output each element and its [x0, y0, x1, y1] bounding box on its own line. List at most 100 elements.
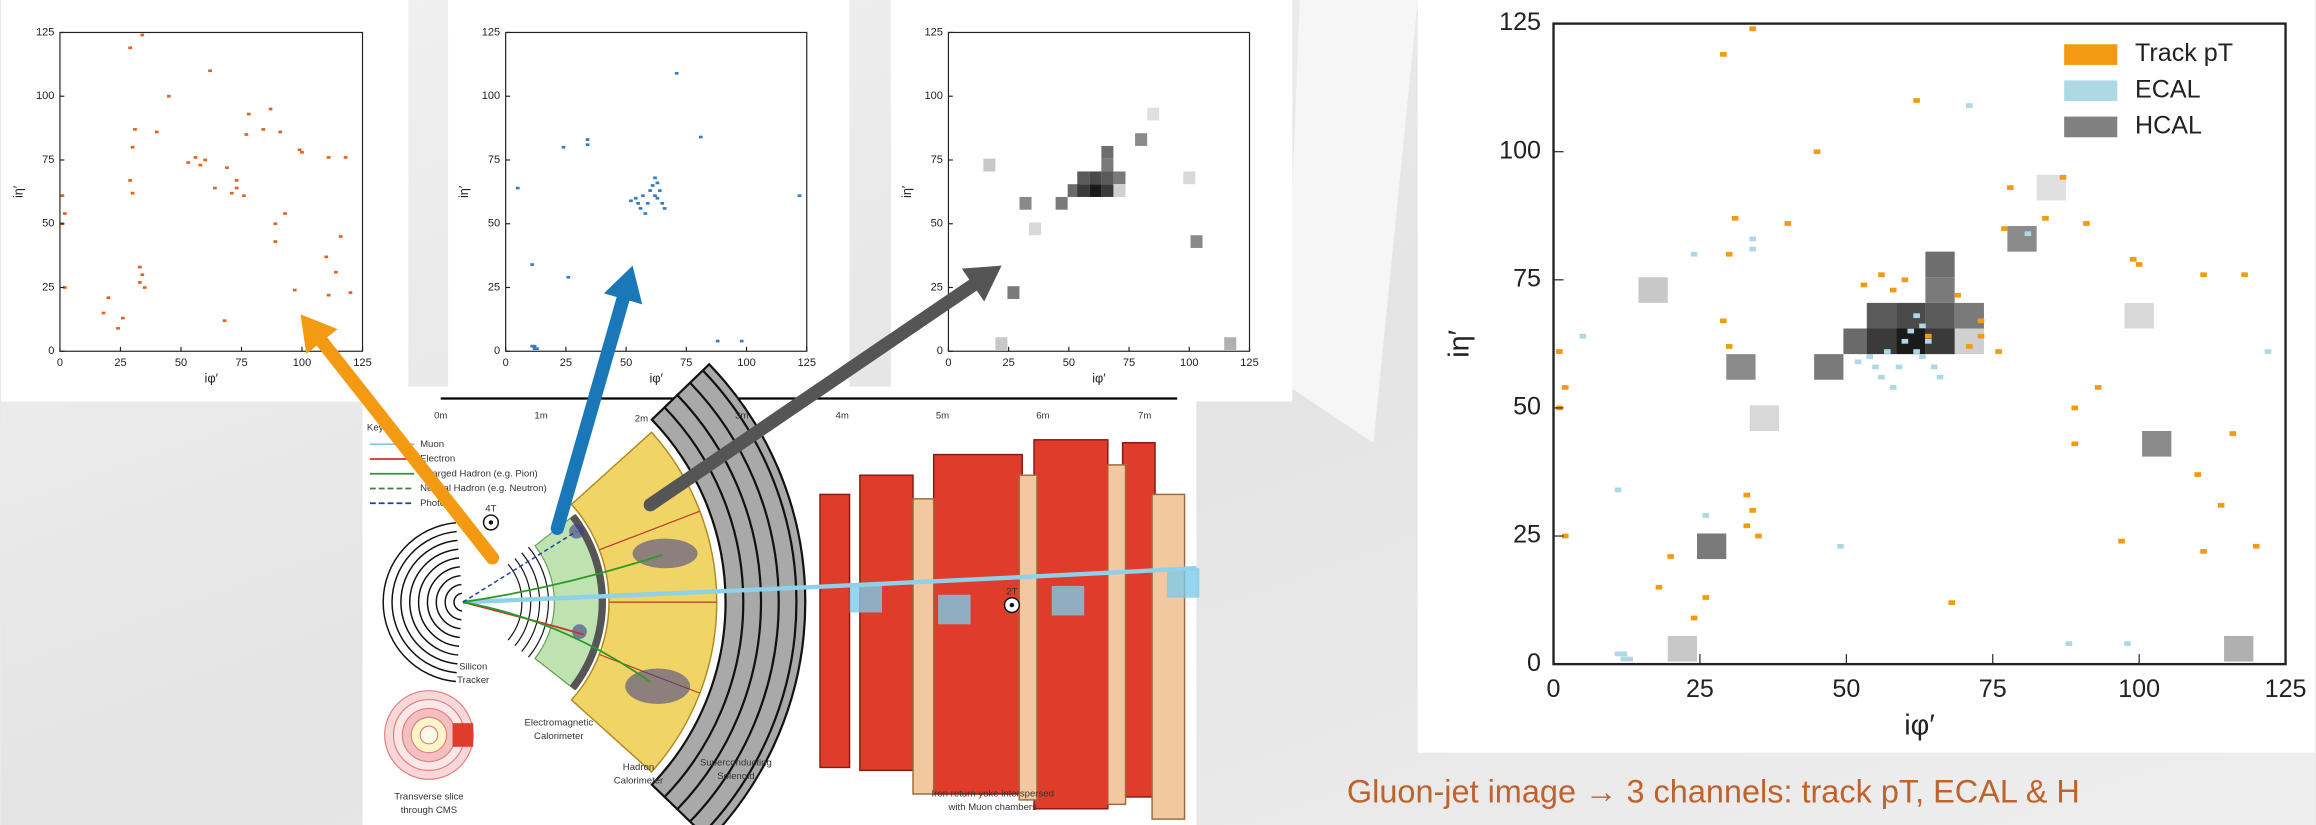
muon-chamber	[1152, 494, 1184, 819]
point	[1749, 508, 1756, 513]
point	[344, 156, 348, 159]
x-tick-label: 50	[1832, 675, 1860, 703]
point	[327, 294, 331, 297]
point	[235, 179, 239, 182]
point	[1620, 652, 1627, 657]
hcal-cell	[1814, 354, 1843, 380]
detector-label: with Muon chambers	[948, 802, 1038, 813]
point	[1919, 324, 1926, 329]
ecal-shower	[569, 524, 584, 539]
muon-hit	[1052, 586, 1084, 616]
hcal-cell	[1029, 222, 1041, 235]
point	[2025, 231, 2032, 236]
legend-label: HCAL	[2135, 112, 2202, 140]
y-axis-label: iη′	[899, 185, 914, 198]
field-label: 4T	[485, 504, 496, 515]
point	[1732, 216, 1739, 221]
x-tick-label: 0	[1547, 675, 1561, 703]
y-tick-label: 50	[931, 218, 943, 230]
x-tick-label: 100	[293, 357, 311, 369]
point	[339, 235, 343, 238]
y-tick-label: 25	[931, 281, 943, 293]
hcal-cell	[1726, 354, 1755, 380]
hcal-cell	[995, 337, 1007, 350]
caption: Gluon-jet image → 3 channels: track pT, …	[1347, 774, 2080, 810]
point	[242, 194, 246, 197]
point	[2001, 226, 2008, 231]
point	[566, 276, 570, 279]
x-tick-label: 125	[2265, 675, 2307, 703]
x-axis-label: iφ′	[1092, 370, 1106, 385]
x-tick-label: 75	[680, 357, 692, 369]
point	[660, 202, 664, 205]
y-axis-label: iη′	[1443, 330, 1475, 358]
y-axis-label: iη′	[456, 185, 471, 198]
point	[327, 156, 331, 159]
y-tick-label: 25	[488, 281, 500, 293]
point	[2118, 539, 2125, 544]
muon-hit	[850, 583, 882, 613]
point	[63, 212, 67, 215]
point	[274, 240, 278, 243]
point	[1615, 488, 1622, 493]
slide: 0m 1m 2m 3m 4m 5m 6m 7m Key: Silicon Tra…	[0, 0, 2316, 825]
x-axis-label: iφ′	[1904, 709, 1935, 741]
point	[1667, 554, 1674, 559]
muon-hit	[1167, 568, 1199, 598]
point	[138, 281, 142, 284]
point	[533, 345, 537, 348]
point	[1925, 339, 1932, 344]
field-label: 2T	[1006, 586, 1017, 597]
point	[1749, 26, 1756, 31]
detector-label: Transverse slice	[394, 791, 463, 802]
point	[133, 128, 137, 131]
hcal-cell	[1113, 171, 1125, 184]
hcal-cell	[1113, 184, 1125, 197]
point	[636, 202, 640, 205]
detector-label: Tracker	[457, 675, 490, 686]
point	[225, 166, 229, 169]
point	[143, 286, 147, 289]
hcal-cell	[1019, 197, 1031, 210]
point	[699, 136, 703, 139]
point	[247, 113, 251, 116]
y-tick-label: 100	[482, 90, 500, 102]
point	[716, 340, 720, 343]
point	[658, 189, 662, 192]
point	[1907, 329, 1914, 334]
point	[648, 189, 652, 192]
point	[1978, 318, 1985, 323]
field-symbol	[489, 520, 493, 524]
point	[1726, 344, 1733, 349]
hcal-shower	[633, 539, 698, 569]
y-tick-label: 125	[482, 26, 500, 38]
y-tick-label: 0	[48, 345, 54, 357]
hcal-cell	[1007, 286, 1019, 299]
point	[334, 271, 338, 274]
plot-frame	[60, 32, 363, 351]
field-symbol	[1010, 603, 1014, 607]
y-tick-label: 50	[1513, 393, 1541, 421]
legend-swatch	[2064, 44, 2117, 65]
point	[644, 212, 648, 215]
point	[1872, 365, 1879, 370]
detector-label: Superconducting	[700, 758, 772, 769]
point	[208, 69, 212, 72]
point	[740, 340, 744, 343]
point	[293, 289, 297, 292]
y-tick-label: 25	[1513, 521, 1541, 549]
x-tick-label: 25	[1002, 357, 1014, 369]
point	[1720, 318, 1727, 323]
key-label: Muon	[420, 439, 444, 450]
point	[2071, 441, 2078, 446]
x-axis-label: iφ′	[649, 370, 663, 385]
y-tick-label: 75	[42, 154, 54, 166]
point	[2218, 503, 2225, 508]
x-tick-label: 75	[1123, 357, 1135, 369]
detector-label: Hadron	[623, 762, 654, 773]
hcal-cell	[2142, 431, 2171, 457]
y-tick-label: 0	[937, 345, 943, 357]
point	[140, 273, 144, 276]
point	[1878, 375, 1885, 380]
point	[2071, 406, 2078, 411]
